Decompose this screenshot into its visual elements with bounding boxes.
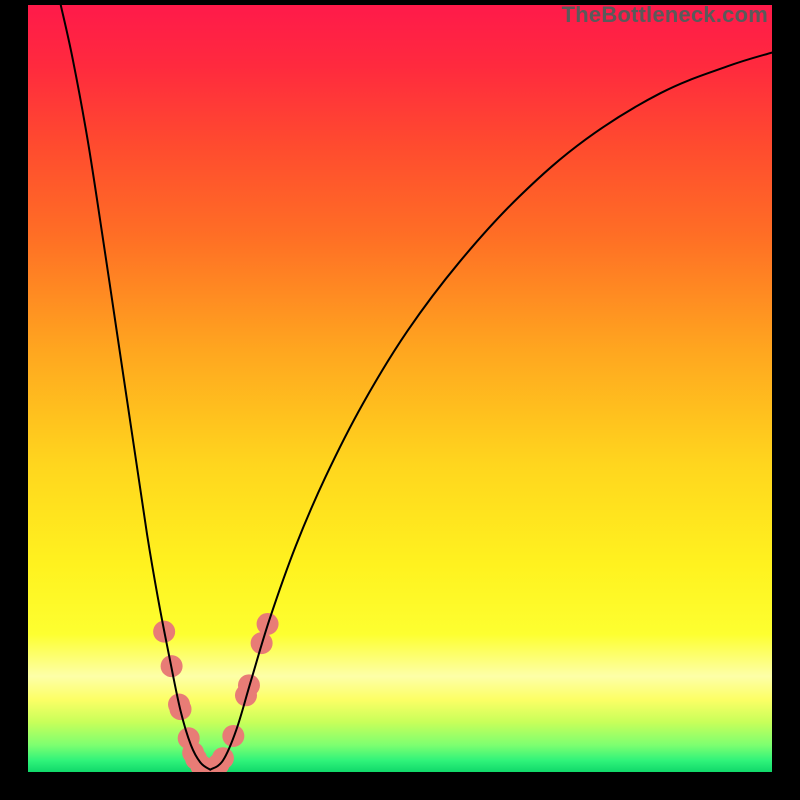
chart-frame: TheBottleneck.com	[0, 0, 800, 800]
plot-area	[28, 5, 772, 772]
marker-dot	[212, 747, 234, 769]
v-curve-chart	[28, 5, 772, 772]
gradient-background	[28, 5, 772, 772]
watermark-label: TheBottleneck.com	[562, 2, 768, 28]
